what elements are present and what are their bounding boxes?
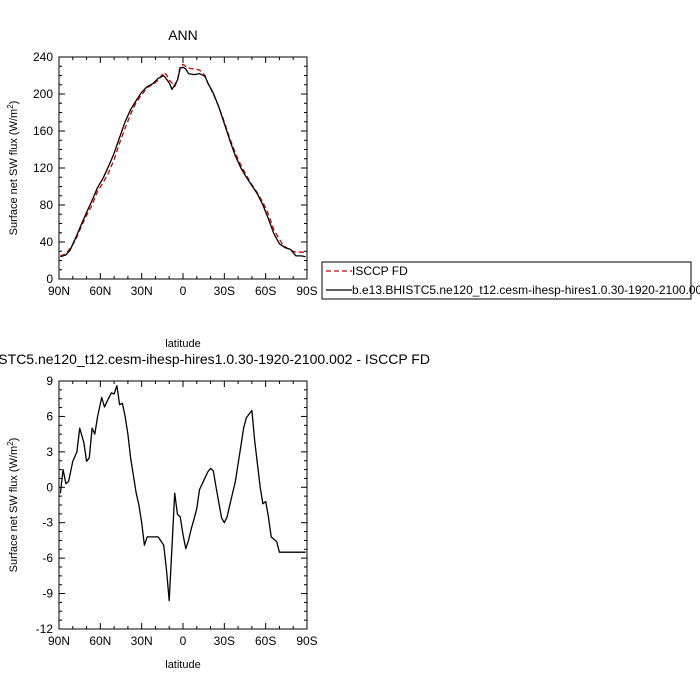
bottom-y-tick-label: -9 — [42, 587, 53, 601]
bottom-y-tick-label: 3 — [46, 445, 53, 459]
bottom-y-tick-label: 0 — [46, 480, 53, 494]
top-y-axis-title-end: ) — [8, 101, 20, 105]
bottom-x-tick-label: 0 — [180, 634, 187, 648]
bottom-panel-title: b.e13.BHISTC5.ne120_t12.cesm-ihesp-hires… — [0, 351, 430, 367]
top-y-tick-label: 240 — [33, 50, 53, 64]
legend-label-model: b.e13.BHISTC5.ne120_t12.cesm-ihesp-hires… — [352, 283, 700, 297]
bottom-x-axis-title: latitude — [165, 659, 200, 671]
bottom-y-tick-label: -3 — [42, 516, 53, 530]
top-panel: ANN 90N 60N 30N 0 30S 60S 90S 0 40 80 120 160 200 240… — [6, 27, 318, 350]
top-plot-frame — [58, 56, 308, 280]
top-x-tick-label: 90N — [48, 284, 70, 298]
bottom-y-axis-title-end: ) — [8, 438, 20, 442]
bottom-plot-frame — [58, 380, 308, 630]
top-x-tick-label: 30S — [214, 284, 235, 298]
bottom-y-tick-label: 9 — [46, 374, 53, 388]
bottom-x-tick-label: 90N — [48, 634, 70, 648]
top-panel-title: ANN — [168, 27, 198, 43]
top-y-axis-title-sup: 2 — [6, 104, 15, 109]
top-series-line-1 — [60, 66, 306, 258]
bottom-x-tick-label: 60S — [255, 634, 276, 648]
top-y-axis-title: Surface net SW flux (W/m2) — [6, 101, 20, 236]
bottom-y-tick-label: -12 — [36, 622, 54, 636]
bottom-axis-ticks: 90N 60N 30N 0 30S 60S 90S -12 -9 -6 -3 0 3 6 9 — [36, 374, 318, 648]
top-series-lines — [60, 63, 306, 258]
bottom-series-line-0 — [59, 385, 306, 602]
top-y-tick-label: 40 — [40, 235, 54, 249]
bottom-x-tick-label: 30S — [214, 634, 235, 648]
top-series-line-0 — [60, 63, 306, 257]
top-x-tick-label: 0 — [180, 284, 187, 298]
legend-label-isccp: ISCCP FD — [352, 264, 408, 278]
top-y-tick-label: 120 — [33, 161, 53, 175]
top-y-axis-title-main: Surface net SW flux (W/m — [8, 109, 20, 236]
bottom-x-tick-label: 60N — [89, 634, 111, 648]
top-x-tick-label: 60N — [89, 284, 111, 298]
bottom-series-lines — [59, 385, 306, 602]
top-y-tick-label: 0 — [46, 272, 53, 286]
bottom-y-tick-label: -6 — [42, 551, 53, 565]
bottom-panel: b.e13.BHISTC5.ne120_t12.cesm-ihesp-hires… — [0, 351, 430, 671]
bottom-x-tick-label: 30N — [131, 634, 153, 648]
top-y-tick-label: 80 — [40, 198, 54, 212]
top-y-tick-label: 160 — [33, 124, 53, 138]
top-x-tick-label: 90S — [296, 284, 317, 298]
bottom-y-tick-label: 6 — [46, 409, 53, 423]
legend-box — [321, 261, 692, 300]
top-x-tick-label: 30N — [131, 284, 153, 298]
bottom-x-tick-label: 90S — [296, 634, 317, 648]
legend: ISCCP FD b.e13.BHISTC5.ne120_t12.cesm-ih… — [321, 261, 700, 300]
bottom-y-axis-title-main: Surface net SW flux (W/m — [8, 446, 20, 573]
bottom-y-axis-title: Surface net SW flux (W/m2) — [6, 438, 20, 573]
top-x-axis-title: latitude — [165, 338, 200, 350]
top-x-tick-label: 60S — [255, 284, 276, 298]
top-axis-ticks: 90N 60N 30N 0 30S 60S 90S 0 40 80 120 160 200 240 — [33, 50, 318, 298]
top-y-tick-label: 200 — [33, 87, 53, 101]
bottom-y-axis-title-sup: 2 — [6, 441, 15, 446]
